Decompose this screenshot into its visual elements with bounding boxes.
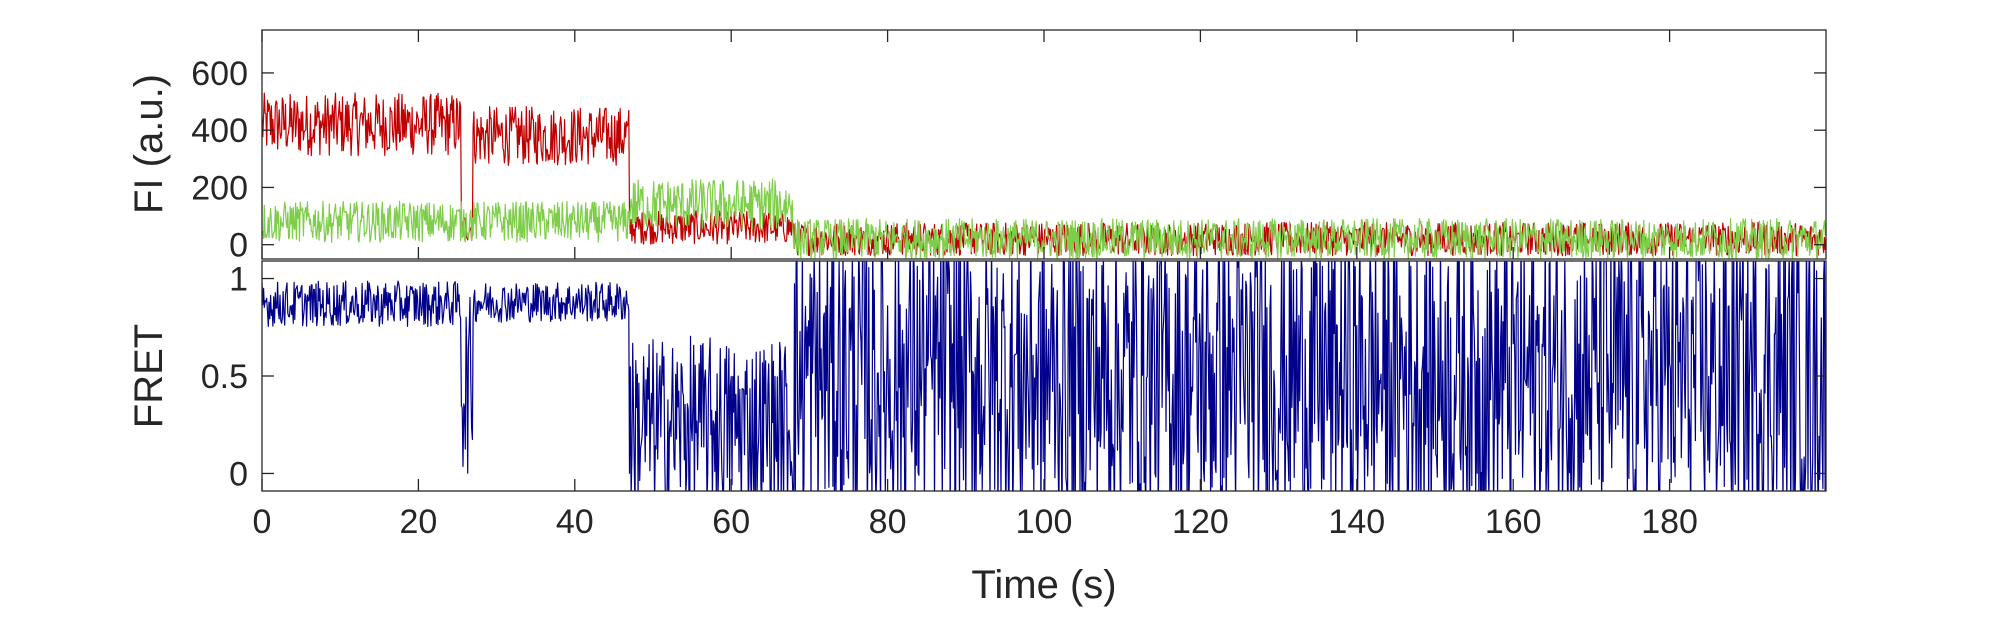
time-x-tick-label: 100 [1016,503,1073,541]
fret-panel: 00.51 0 20 40 60 80 100 120 140 160 180 FRET Time… [127,30,1827,607]
time-x-tick-label: 120 [1172,503,1229,541]
time-x-tick-label: 0 [253,503,272,541]
fluorescence-y-ticks: 0 200 400 600 [191,55,1826,265]
time-x-axis-label: Time (s) [971,563,1116,607]
fret-series-1-line [262,261,1826,491]
fret-traces [262,261,1826,491]
fret-y-tick-label: 1 [229,261,248,299]
fret-y-tick-label: 0 [229,455,248,493]
fret-y-tick-label: 0.5 [201,358,248,396]
time-x-tick-label: 80 [869,503,907,541]
time-x-ticks: 0 20 40 60 80 100 120 140 160 180 [253,30,1698,541]
time-x-tick-label: 60 [712,503,750,541]
time-x-tick-label: 160 [1485,503,1542,541]
fret-y-axis-label: FRET [127,324,171,428]
time-x-tick-label: 180 [1641,503,1698,541]
fluorescence-y-tick-label: 200 [191,169,248,207]
fluorescence-y-tick-label: 600 [191,55,248,93]
fluorescence-panel: 0 200 400 600 FI (a.u.) [127,29,1827,265]
fluorescence-y-axis-label: FI (a.u.) [127,74,171,214]
fluorescence-y-tick-label: 0 [229,227,248,265]
fret-y-ticks: 00.51 [201,261,1826,493]
time-x-tick-label: 20 [399,503,437,541]
fluorescence-y-tick-label: 400 [191,112,248,150]
time-x-tick-label: 40 [556,503,594,541]
time-x-tick-label: 140 [1328,503,1385,541]
